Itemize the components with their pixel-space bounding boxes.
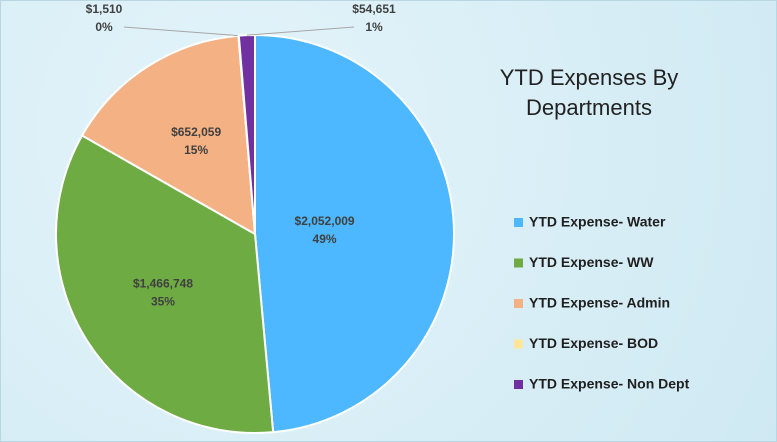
legend-label: YTD Expense- WW (529, 254, 654, 270)
legend-label: YTD Expense- Admin (529, 295, 670, 311)
percent-label: 15% (184, 143, 208, 157)
legend-swatch (514, 218, 523, 227)
leader-line (123, 26, 239, 37)
value-label: $1,510 (86, 2, 123, 16)
percent-label: 1% (365, 20, 383, 34)
pie-slice (80, 34, 257, 236)
legend-label: YTD Expense- Non Dept (529, 376, 690, 392)
legend-label: YTD Expense- Water (529, 214, 666, 230)
chart-title: YTD Expenses By Departments (499, 65, 679, 120)
percent-label: 49% (313, 232, 337, 246)
leader-line (246, 26, 355, 36)
legend-label: YTD Expense- BOD (529, 335, 658, 351)
percent-label: 35% (151, 294, 175, 308)
value-label: $1,466,748 (133, 276, 193, 290)
value-label: $652,059 (171, 125, 221, 139)
legend-swatch (514, 258, 523, 268)
percent-label: 0% (95, 20, 113, 34)
value-label: $54,651 (352, 2, 396, 16)
pie-slice (55, 134, 275, 434)
legend-swatch (514, 380, 523, 389)
legend-swatch (514, 339, 523, 349)
pie-slice (254, 33, 455, 434)
value-label: $2,052,009 (295, 214, 355, 228)
legend-swatch (514, 299, 523, 308)
